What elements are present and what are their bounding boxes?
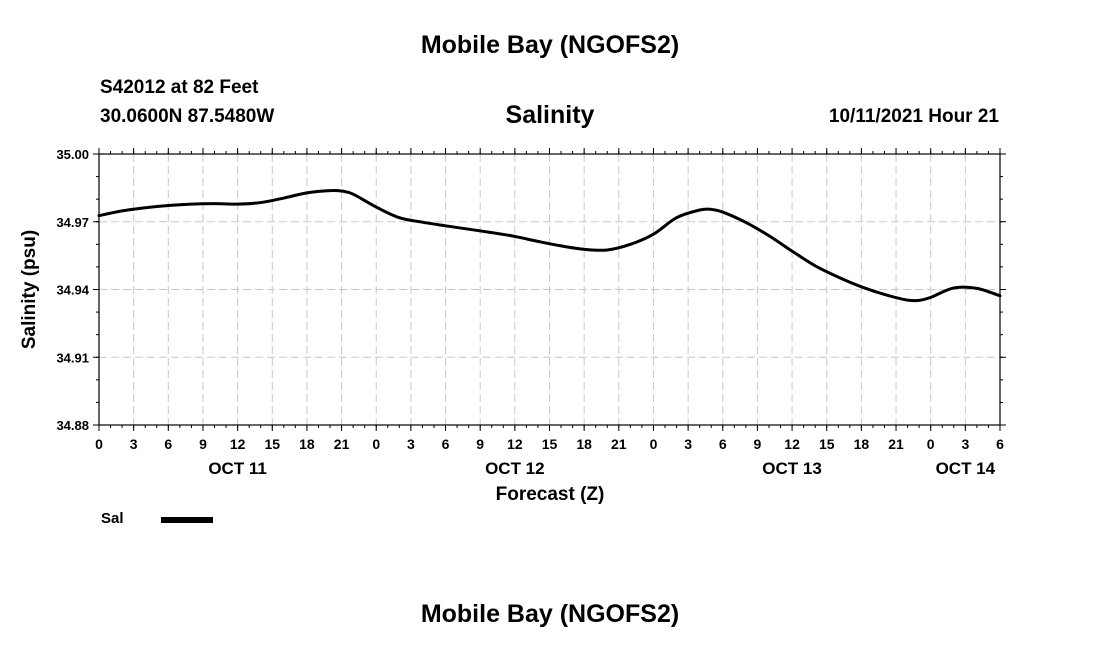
x-tick-label: 3 bbox=[684, 436, 692, 452]
x-tick-label: 6 bbox=[442, 436, 450, 452]
figure-title-bottom: Mobile Bay (NGOFS2) bbox=[420, 600, 680, 628]
figure-title-top: Mobile Bay (NGOFS2) bbox=[420, 31, 680, 59]
x-tick-label: 0 bbox=[927, 436, 935, 452]
chart-title: Salinity bbox=[505, 101, 595, 129]
axes-layer bbox=[93, 148, 1006, 431]
x-tick-label: 3 bbox=[407, 436, 415, 452]
x-tick-label: 3 bbox=[130, 436, 138, 452]
x-tick-label: 6 bbox=[719, 436, 727, 452]
x-tick-label: 18 bbox=[576, 436, 592, 452]
day-label: OCT 13 bbox=[762, 459, 822, 478]
legend-label-sal: Sal bbox=[101, 510, 124, 527]
x-tick-label: 6 bbox=[164, 436, 172, 452]
day-label: OCT 11 bbox=[208, 459, 267, 478]
y-tick-label: 34.91 bbox=[56, 350, 89, 365]
y-axis-title: Salinity (psu) bbox=[19, 230, 40, 349]
x-tick-label: 9 bbox=[199, 436, 207, 452]
label-layer: 35.00 34.97 34.94 34.91 34.88 0 3 6 9 12 15 18 21 0 3 6… bbox=[19, 147, 1004, 505]
run-time-label: 10/11/2021 Hour 21 bbox=[828, 106, 999, 127]
x-tick-label: 21 bbox=[611, 436, 627, 452]
series-layer bbox=[97, 188, 1002, 303]
y-tick-label: 34.88 bbox=[56, 418, 89, 433]
x-tick-label: 0 bbox=[95, 436, 103, 452]
x-tick-label: 18 bbox=[299, 436, 315, 452]
y-tick-label: 34.94 bbox=[56, 283, 89, 298]
x-tick-label: 0 bbox=[372, 436, 380, 452]
x-tick-label: 15 bbox=[264, 436, 280, 452]
day-label: OCT 14 bbox=[936, 459, 996, 478]
x-tick-label: 21 bbox=[334, 436, 350, 452]
x-tick-label: 6 bbox=[996, 436, 1004, 452]
y-tick-label: 35.00 bbox=[56, 147, 89, 162]
y-tick-label: 34.97 bbox=[56, 215, 89, 230]
x-tick-label: 21 bbox=[888, 436, 904, 452]
x-tick-label: 9 bbox=[754, 436, 762, 452]
legend-swatch-sal bbox=[161, 517, 213, 523]
x-tick-label: 18 bbox=[854, 436, 870, 452]
plot-frame bbox=[98, 153, 1001, 426]
coordinates-label: 30.0600N 87.5480W bbox=[100, 106, 275, 127]
x-axis-title: Forecast (Z) bbox=[496, 484, 605, 505]
x-tick-label: 3 bbox=[961, 436, 969, 452]
series-line-sal bbox=[97, 188, 1002, 303]
x-tick-label: 9 bbox=[476, 436, 484, 452]
x-tick-label: 12 bbox=[784, 436, 800, 452]
grid-layer bbox=[99, 154, 1000, 425]
x-tick-label: 12 bbox=[230, 436, 246, 452]
x-tick-label: 12 bbox=[507, 436, 523, 452]
x-tick-label: 15 bbox=[819, 436, 835, 452]
x-tick-label: 0 bbox=[650, 436, 658, 452]
x-tick-label: 15 bbox=[542, 436, 558, 452]
day-label: OCT 12 bbox=[485, 459, 545, 478]
station-label: S42012 at 82 Feet bbox=[100, 77, 259, 98]
